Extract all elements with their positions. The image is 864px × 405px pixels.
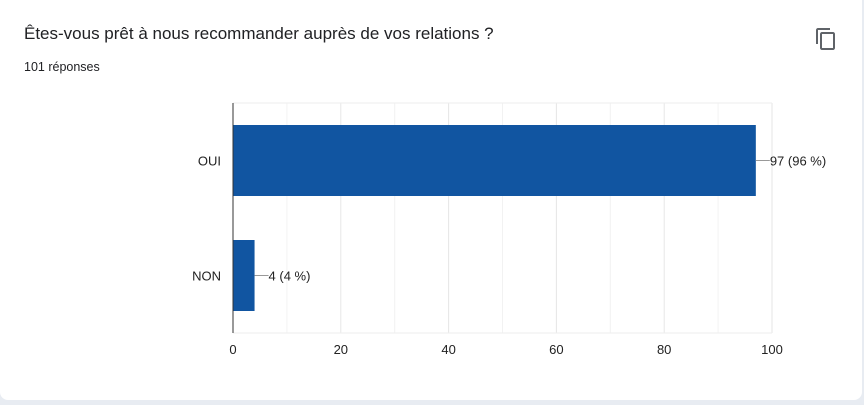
- data-label: 97 (96 %): [770, 154, 826, 169]
- category-label: OUI: [198, 154, 221, 169]
- category-label: NON: [192, 269, 221, 284]
- bar: [233, 125, 756, 196]
- x-tick-label: 60: [549, 342, 563, 357]
- x-tick-label: 0: [229, 342, 236, 357]
- x-tick-label: 80: [657, 342, 671, 357]
- question-title: Êtes-vous prêt à nous recommander auprès…: [24, 24, 494, 43]
- x-tick-label: 100: [761, 342, 783, 357]
- data-label: 4 (4 %): [269, 269, 311, 284]
- response-count: 101 réponses: [24, 60, 100, 74]
- bar: [233, 240, 255, 311]
- copy-icon[interactable]: [814, 27, 838, 51]
- x-tick-label: 20: [334, 342, 348, 357]
- x-tick-label: 40: [441, 342, 455, 357]
